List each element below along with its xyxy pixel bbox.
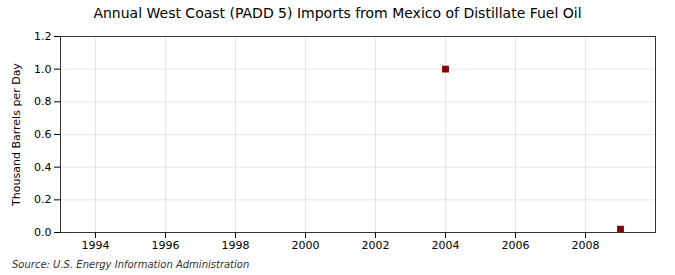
svg-text:2000: 2000: [292, 239, 320, 252]
svg-text:1994: 1994: [82, 239, 110, 252]
svg-text:0.0: 0.0: [34, 226, 52, 239]
svg-text:0.2: 0.2: [34, 193, 52, 206]
html-text:Annual West Coast (PADD 5) Imp: Annual West Coast (PADD 5) Imports from …: [93, 5, 582, 21]
svg-text:2004: 2004: [432, 239, 460, 252]
svg-text:2002: 2002: [362, 239, 390, 252]
svg-text:2008: 2008: [572, 239, 600, 252]
svg-text:0.4: 0.4: [34, 161, 52, 174]
svg-text:Thousand Barrels per Day: Thousand Barrels per Day: [10, 63, 23, 207]
svg-text:1.2: 1.2: [34, 30, 52, 43]
svg-text:0.8: 0.8: [34, 95, 52, 108]
html-text:Source: U.S. Energy Informatio: Source: U.S. Energy Information Administ…: [12, 259, 250, 270]
svg-text:0.6: 0.6: [34, 128, 52, 141]
svg-text:1996: 1996: [152, 239, 180, 252]
svg-text:1998: 1998: [222, 239, 250, 252]
svg-text:2006: 2006: [502, 239, 530, 252]
svg-text:1.0: 1.0: [34, 63, 52, 76]
